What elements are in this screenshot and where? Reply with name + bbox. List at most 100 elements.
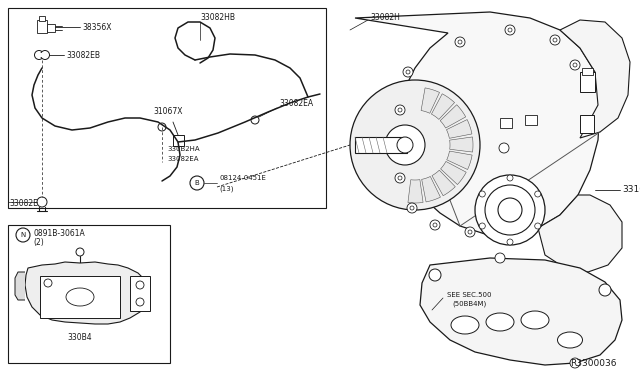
Ellipse shape <box>521 311 549 329</box>
Text: 0891B-3061A: 0891B-3061A <box>33 230 84 238</box>
Circle shape <box>455 37 465 47</box>
Circle shape <box>499 143 509 153</box>
Circle shape <box>395 173 405 183</box>
Polygon shape <box>440 161 466 185</box>
Text: 33082EA: 33082EA <box>167 156 198 162</box>
Text: 38356X: 38356X <box>82 22 111 32</box>
Circle shape <box>190 176 204 190</box>
Bar <box>582 68 593 75</box>
Polygon shape <box>538 195 622 272</box>
Bar <box>8 225 170 363</box>
Bar <box>130 276 150 311</box>
Polygon shape <box>560 20 630 138</box>
Polygon shape <box>25 262 148 324</box>
Circle shape <box>395 105 405 115</box>
Circle shape <box>430 220 440 230</box>
Circle shape <box>398 176 402 180</box>
Polygon shape <box>355 12 600 235</box>
Bar <box>39 53 45 57</box>
Text: (2): (2) <box>33 238 44 247</box>
Circle shape <box>158 123 166 131</box>
Bar <box>500 118 512 128</box>
Bar <box>173 135 184 146</box>
Bar <box>580 72 595 92</box>
Circle shape <box>465 227 475 237</box>
Circle shape <box>16 228 30 242</box>
Circle shape <box>458 40 462 44</box>
Circle shape <box>429 269 441 281</box>
Bar <box>40 276 120 318</box>
Circle shape <box>507 175 513 181</box>
Circle shape <box>475 175 545 245</box>
Circle shape <box>76 248 84 256</box>
Bar <box>580 115 594 133</box>
Polygon shape <box>440 105 466 128</box>
Circle shape <box>498 198 522 222</box>
Text: B: B <box>195 180 200 186</box>
Circle shape <box>406 70 410 74</box>
Circle shape <box>398 108 402 112</box>
Circle shape <box>385 125 425 165</box>
Circle shape <box>534 191 541 197</box>
Circle shape <box>35 51 44 60</box>
Text: 33082H: 33082H <box>370 13 400 22</box>
Text: 33082E: 33082E <box>9 199 38 208</box>
Circle shape <box>433 223 437 227</box>
Circle shape <box>40 51 49 60</box>
Text: 31067X: 31067X <box>153 108 182 116</box>
Polygon shape <box>421 88 440 113</box>
Ellipse shape <box>66 288 94 306</box>
Circle shape <box>403 67 413 77</box>
Circle shape <box>397 137 413 153</box>
Text: 33082EA: 33082EA <box>279 99 313 109</box>
Bar <box>47 24 55 32</box>
Circle shape <box>468 230 472 234</box>
Circle shape <box>410 206 414 210</box>
Circle shape <box>505 25 515 35</box>
Circle shape <box>251 116 259 124</box>
Bar <box>525 115 537 125</box>
Text: (13): (13) <box>219 186 234 192</box>
Text: 08124-0451E: 08124-0451E <box>219 175 266 181</box>
Polygon shape <box>408 180 423 203</box>
Polygon shape <box>431 94 454 119</box>
Polygon shape <box>422 176 440 202</box>
Circle shape <box>534 223 541 229</box>
Circle shape <box>508 28 512 32</box>
Text: 33100: 33100 <box>622 186 640 195</box>
Circle shape <box>550 35 560 45</box>
Polygon shape <box>447 119 472 138</box>
Polygon shape <box>432 170 455 196</box>
Text: (50BB4M): (50BB4M) <box>452 301 486 307</box>
Circle shape <box>479 191 485 197</box>
Circle shape <box>573 63 577 67</box>
Text: 330B4: 330B4 <box>68 334 92 343</box>
Text: 33082EB: 33082EB <box>66 51 100 60</box>
Text: N: N <box>20 232 26 238</box>
Text: 33082HB: 33082HB <box>200 13 235 22</box>
Circle shape <box>485 185 535 235</box>
Circle shape <box>570 60 580 70</box>
Bar <box>39 16 45 21</box>
Text: 330B2HA: 330B2HA <box>167 146 200 152</box>
Circle shape <box>37 197 47 207</box>
Polygon shape <box>15 272 25 300</box>
Bar <box>37 20 47 33</box>
Circle shape <box>570 358 580 368</box>
Text: SEE SEC.500: SEE SEC.500 <box>447 292 492 298</box>
Polygon shape <box>450 137 473 152</box>
Bar <box>355 137 407 153</box>
Circle shape <box>407 203 417 213</box>
Circle shape <box>479 223 485 229</box>
Bar <box>8 8 326 208</box>
Polygon shape <box>447 151 472 170</box>
Ellipse shape <box>451 316 479 334</box>
Ellipse shape <box>557 332 582 348</box>
Circle shape <box>553 38 557 42</box>
Circle shape <box>136 298 144 306</box>
Polygon shape <box>420 258 622 365</box>
Circle shape <box>136 281 144 289</box>
Ellipse shape <box>486 313 514 331</box>
Circle shape <box>495 253 505 263</box>
Circle shape <box>507 239 513 245</box>
